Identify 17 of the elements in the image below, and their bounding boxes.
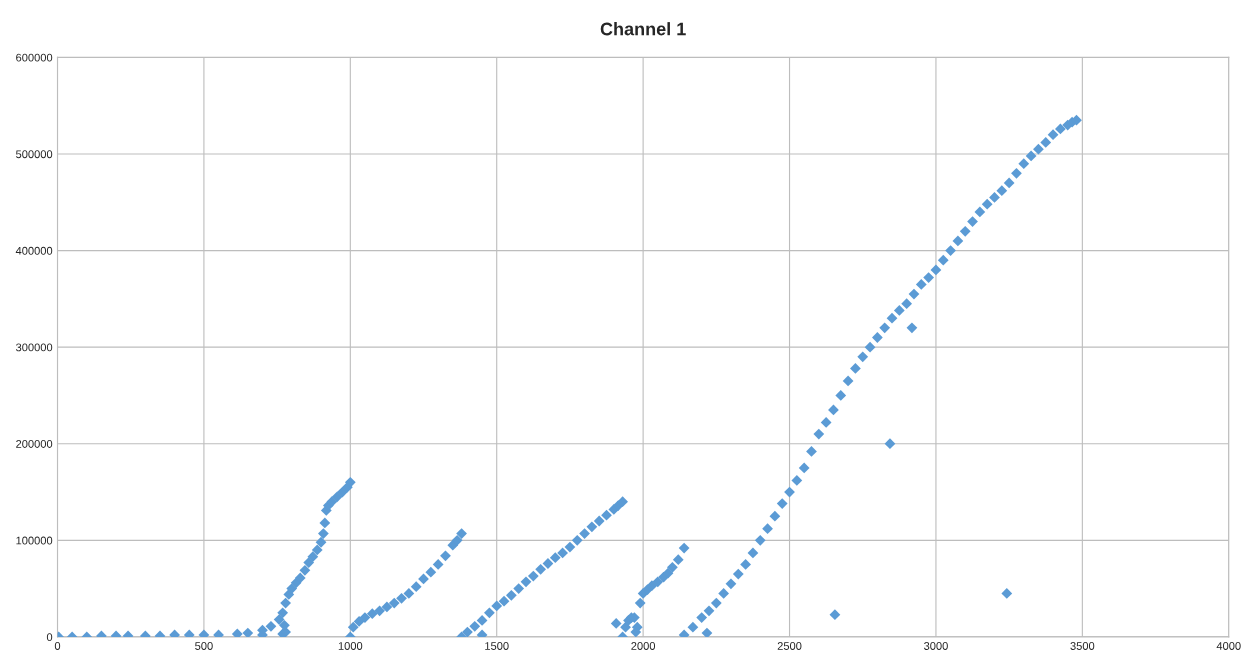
- x-tick-label: 1500: [485, 642, 509, 650]
- y-tick-label: 400000: [15, 246, 53, 255]
- y-tick-label: 0: [46, 633, 53, 642]
- x-tick-label: 4000: [1216, 642, 1241, 650]
- chart-title: Channel 1: [600, 22, 686, 36]
- x-tick-label: 3500: [1070, 642, 1095, 650]
- x-tick-label: 2000: [631, 642, 656, 650]
- y-tick-label: 600000: [16, 53, 53, 62]
- x-tick-label: 3000: [924, 642, 948, 650]
- x-tick-label: 2500: [777, 642, 802, 650]
- y-tick-label: 500000: [16, 150, 53, 159]
- x-tick-label: 0: [54, 642, 61, 650]
- y-tick-label: 100000: [16, 536, 53, 545]
- y-tick-label: 200000: [16, 440, 53, 448]
- x-tick-label: 500: [195, 642, 213, 650]
- x-tick-label: 1000: [338, 642, 363, 650]
- y-tick-label: 300000: [15, 343, 53, 352]
